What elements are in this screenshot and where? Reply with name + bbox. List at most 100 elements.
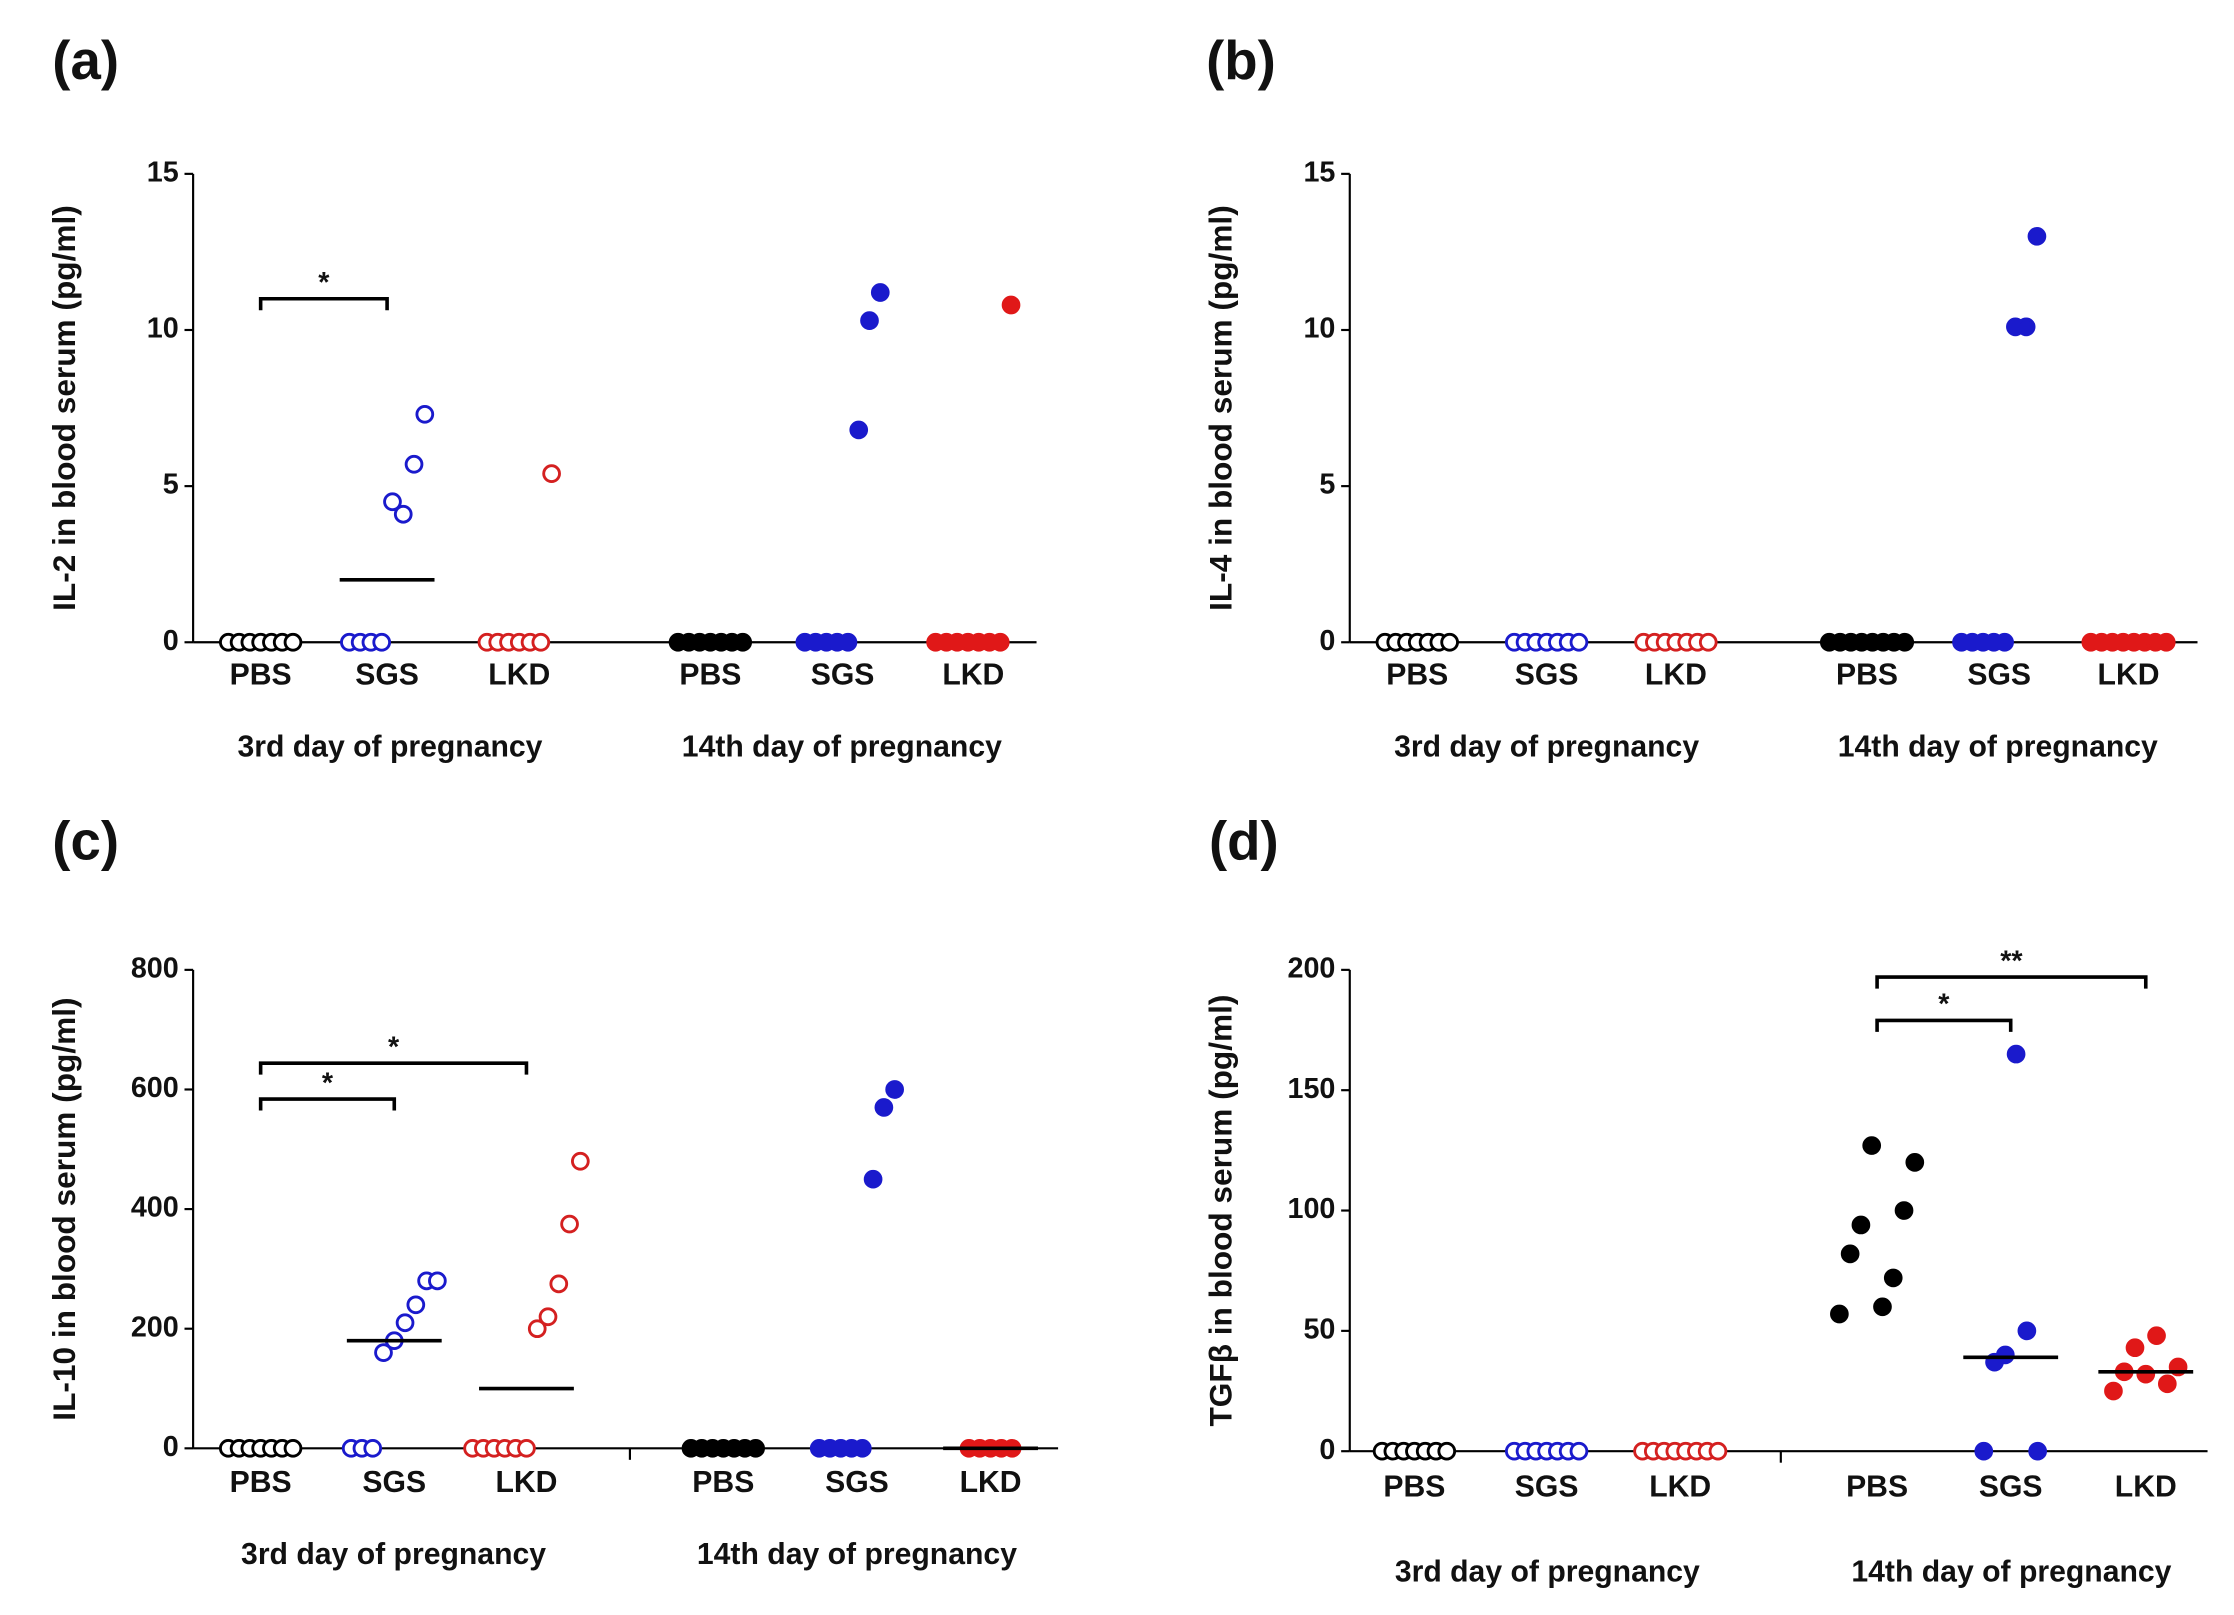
x-tick-label: SGS	[1967, 659, 2031, 692]
x-tick-label: PBS	[692, 1466, 754, 1499]
data-point	[415, 404, 435, 424]
data-point	[406, 1295, 426, 1315]
data-point	[283, 1438, 303, 1458]
y-axis-label: IL-4 in blood serum (pg/ml)	[1203, 205, 1239, 611]
data-point	[542, 464, 561, 483]
data-point	[1698, 632, 1718, 652]
data-point	[404, 454, 424, 474]
x-tick-label: SGS	[825, 1466, 889, 1499]
data-point	[1569, 1441, 1589, 1461]
data-point	[1995, 632, 2014, 652]
panel-label: (b)	[1206, 30, 1276, 91]
y-tick-label: 50	[1303, 1313, 1335, 1345]
data-point	[2006, 1044, 2026, 1064]
group-label: 3rd day of pregnancy	[1395, 1555, 1700, 1588]
x-tick-label: PBS	[679, 659, 741, 692]
significance-bracket	[258, 1097, 397, 1111]
data-point	[1974, 1441, 1994, 1461]
x-tick-label: LKD	[495, 1466, 557, 1499]
x-tick-label: PBS	[1846, 1471, 1908, 1504]
x-tick-label: PBS	[1386, 659, 1448, 692]
x-tick-label: SGS	[1515, 1471, 1579, 1504]
data-point	[549, 1274, 569, 1294]
data-point	[2104, 1381, 2123, 1401]
y-tick-label: 200	[131, 1311, 179, 1343]
data-point	[746, 1438, 765, 1458]
data-point	[1851, 1215, 1871, 1235]
data-point	[560, 1214, 579, 1234]
significance-label: *	[322, 1067, 334, 1099]
x-tick-label: LKD	[1649, 1471, 1711, 1504]
y-tick-label: 200	[1287, 952, 1335, 984]
data-point	[990, 632, 1010, 652]
significance-bracket	[1875, 975, 2148, 989]
group-label: 3rd day of pregnancy	[1394, 731, 1699, 764]
data-point	[838, 632, 858, 652]
y-axis-label: TGFβ in blood serum (pg/ml)	[1203, 995, 1239, 1427]
data-point	[2017, 1321, 2037, 1341]
y-tick-label: 0	[1319, 1434, 1335, 1466]
y-tick-label: 100	[1287, 1193, 1335, 1225]
y-tick-label: 600	[131, 1072, 179, 1104]
significance-label: **	[2000, 945, 2023, 977]
x-tick-label: SGS	[811, 659, 875, 692]
x-tick-label: PBS	[1383, 1471, 1445, 1504]
y-tick-label: 5	[1319, 469, 1335, 501]
data-point	[428, 1271, 447, 1291]
x-tick-label: SGS	[355, 659, 419, 692]
data-point	[2157, 1374, 2177, 1394]
data-point	[1440, 632, 1459, 652]
x-tick-label: SGS	[1979, 1471, 2043, 1504]
data-point	[374, 1343, 393, 1362]
group-label: 14th day of pregnancy	[697, 1538, 1017, 1571]
y-tick-label: 5	[163, 469, 179, 501]
y-tick-label: 0	[163, 1431, 179, 1463]
data-point	[1830, 1304, 1849, 1324]
y-tick-label: 150	[1287, 1073, 1335, 1105]
data-point	[2125, 1338, 2145, 1358]
x-tick-label: LKD	[2098, 659, 2160, 692]
y-tick-label: 15	[1303, 156, 1335, 188]
data-point	[2156, 632, 2176, 652]
data-point	[372, 632, 392, 652]
group-label: 3rd day of pregnancy	[237, 731, 542, 764]
data-point	[1895, 632, 1915, 652]
x-tick-label: LKD	[942, 659, 1004, 692]
data-point	[1894, 1201, 1914, 1220]
data-point	[2028, 1441, 2047, 1461]
y-tick-label: 400	[131, 1192, 179, 1224]
data-point	[393, 504, 413, 524]
significance-label: *	[1938, 989, 1950, 1021]
y-tick-label: 10	[1303, 313, 1335, 345]
group-label: 14th day of pregnancy	[1851, 1555, 2171, 1588]
data-point	[2136, 1364, 2156, 1384]
data-point	[1708, 1441, 1728, 1461]
data-point	[2016, 317, 2036, 337]
x-tick-label: PBS	[230, 659, 292, 692]
x-tick-label: SGS	[1515, 659, 1579, 692]
data-point	[1862, 1136, 1882, 1155]
significance-bracket	[258, 296, 389, 311]
y-tick-label: 15	[147, 156, 179, 188]
data-point	[733, 632, 753, 652]
y-tick-label: 0	[163, 625, 179, 657]
significance-bracket	[1875, 1018, 2013, 1032]
y-tick-label: 800	[131, 952, 179, 984]
y-tick-label: 0	[1319, 625, 1335, 657]
data-point	[860, 311, 879, 330]
significance-label: *	[388, 1031, 400, 1063]
x-tick-label: SGS	[362, 1466, 426, 1499]
data-point	[2027, 226, 2047, 246]
significance-label: *	[318, 267, 330, 299]
x-tick-label: PBS	[1836, 659, 1898, 692]
data-point	[517, 1438, 536, 1458]
panel-label: (a)	[52, 30, 119, 91]
y-tick-label: 10	[147, 313, 179, 345]
data-point	[1873, 1297, 1892, 1317]
group-label: 3rd day of pregnancy	[241, 1538, 546, 1571]
data-point	[885, 1080, 904, 1099]
data-point	[1905, 1153, 1925, 1172]
x-tick-label: LKD	[1645, 659, 1707, 692]
data-point	[363, 1438, 383, 1458]
panel-label: (d)	[1209, 810, 1279, 871]
